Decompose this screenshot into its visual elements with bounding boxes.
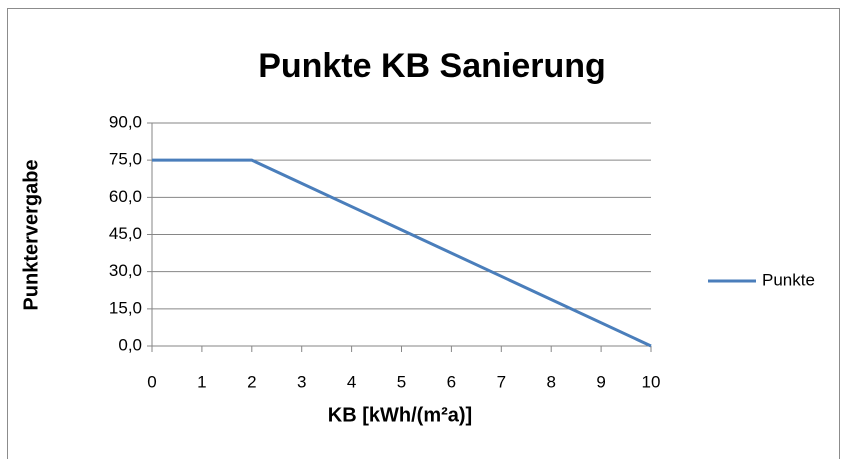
- y-tick-label: 90,0: [109, 112, 142, 131]
- y-tick-label: 60,0: [109, 187, 142, 206]
- x-tick-label: 1: [197, 372, 206, 391]
- y-tick-label: 0,0: [118, 335, 142, 354]
- x-tick-label: 4: [347, 372, 356, 391]
- chart-title: Punkte KB Sanierung: [258, 47, 606, 85]
- x-tick-label: 7: [497, 372, 506, 391]
- x-tick-label: 3: [297, 372, 306, 391]
- y-tick-label: 15,0: [109, 298, 142, 317]
- x-tick-label: 2: [247, 372, 256, 391]
- x-tick-label: 8: [546, 372, 555, 391]
- series-line: [152, 158, 652, 348]
- x-tick-label: 5: [397, 372, 406, 391]
- y-tick-label: 30,0: [109, 261, 142, 280]
- chart-frame: [7, 8, 840, 459]
- legend-label: Punkte: [762, 270, 815, 289]
- x-tick-label: 9: [596, 372, 605, 391]
- x-tick-label: 10: [642, 372, 661, 391]
- y-tick-label: 75,0: [109, 150, 142, 169]
- x-tick-label: 0: [147, 372, 156, 391]
- y-tick-label: 45,0: [109, 224, 142, 243]
- x-axis-label: KB [kWh/(m²a)]: [328, 404, 472, 426]
- x-tick-label: 6: [447, 372, 456, 391]
- y-axis-label: Punktervergabe: [20, 159, 42, 310]
